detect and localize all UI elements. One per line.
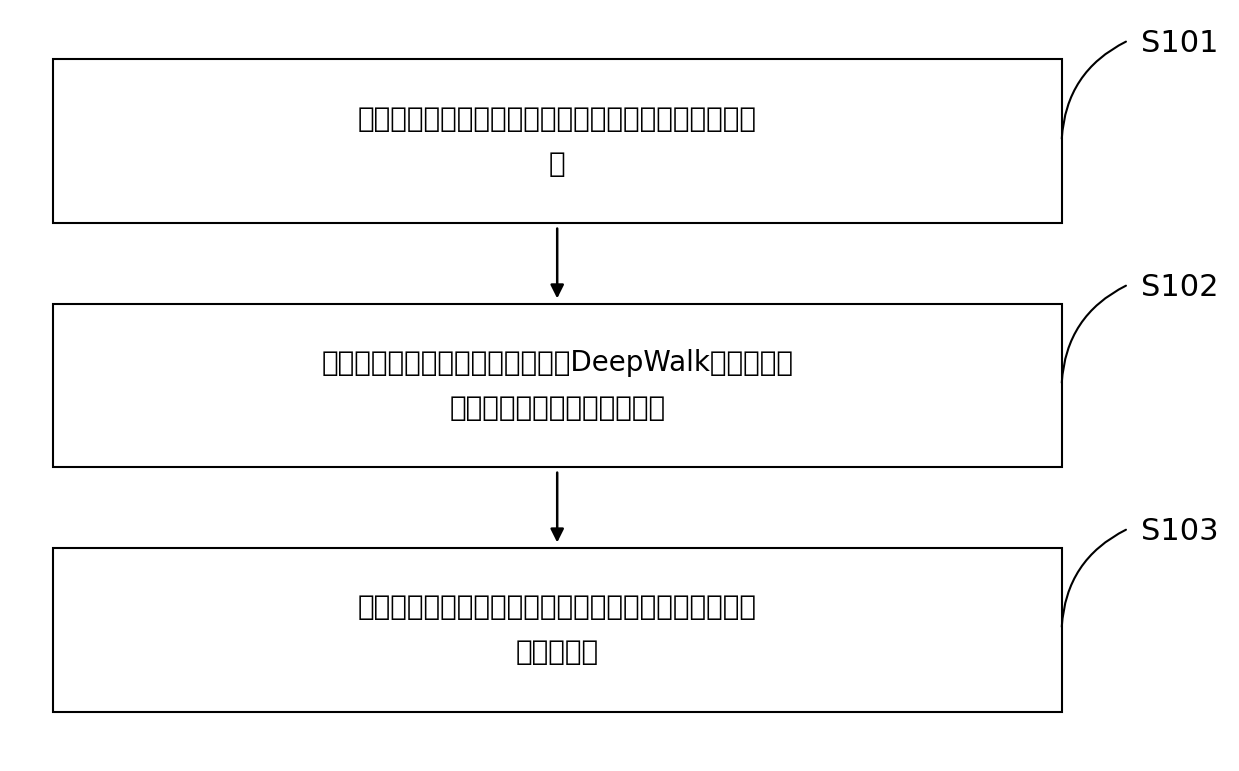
Text: 获取待分类网络中节点之间的关联信息及节点的类别信
息: 获取待分类网络中节点之间的关联信息及节点的类别信 息 [358, 105, 757, 178]
Text: S103: S103 [1141, 517, 1218, 546]
Bar [53, 304, 1062, 467]
Bar [53, 547, 1062, 712]
Text: S102: S102 [1141, 273, 1218, 302]
Text: 利用获取的网络表示学习模型对所述各个节点的表示向
量进行分类: 利用获取的网络表示学习模型对所述各个节点的表示向 量进行分类 [358, 593, 757, 666]
Text: 根据所述节点之间的关联信息采用DeepWalk模型学习获
取网络中各个节点的表示向量: 根据所述节点之间的关联信息采用DeepWalk模型学习获 取网络中各个节点的表示… [321, 348, 793, 423]
Text: S101: S101 [1141, 29, 1218, 58]
Bar [53, 59, 1062, 224]
